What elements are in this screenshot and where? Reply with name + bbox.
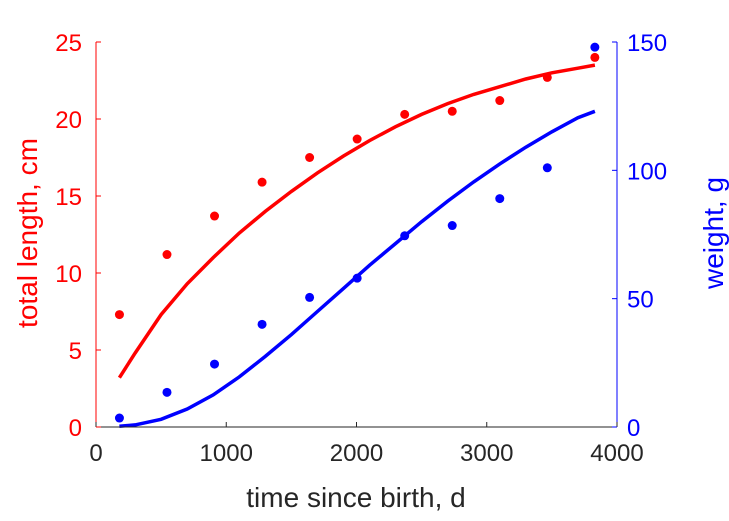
left-data-point [114, 310, 124, 320]
right-data-point [114, 413, 124, 423]
left-y-tick-label: 20 [55, 107, 82, 134]
left-fit-curve [117, 63, 596, 379]
right-data-point [542, 163, 552, 173]
left-y-tick-label: 0 [69, 415, 82, 442]
left-data-point [495, 96, 505, 106]
x-tick-label: 3000 [460, 440, 513, 467]
left-data-point [447, 106, 457, 116]
x-tick-label: 4000 [590, 440, 643, 467]
x-tick-label: 2000 [330, 440, 383, 467]
right-data-point [257, 319, 267, 329]
right-data-point [162, 387, 172, 397]
left-y-tick-label: 25 [55, 30, 82, 57]
left-y-tick-label: 15 [55, 184, 82, 211]
left-data-point [162, 250, 172, 260]
x-tick-label: 1000 [200, 440, 253, 467]
right-y-tick-label: 50 [627, 287, 654, 314]
left-y-tick-label: 5 [69, 338, 82, 365]
right-data-point [400, 231, 410, 241]
right-data-point [352, 273, 362, 283]
right-data-point [495, 194, 505, 204]
right-y-tick-label: 100 [627, 158, 667, 185]
plot-area [114, 42, 600, 428]
right-data-point [590, 42, 600, 52]
right-y-tick-label: 150 [627, 30, 667, 57]
x-tick-label: 0 [89, 440, 102, 467]
left-data-point [210, 211, 220, 221]
left-y-tick-label: 10 [55, 261, 82, 288]
right-data-point [210, 359, 220, 369]
left-data-point [305, 153, 315, 162]
right-data-point [447, 221, 457, 231]
left-data-point [257, 177, 267, 187]
right-data-point [305, 292, 315, 302]
left-data-point [542, 72, 552, 82]
x-axis-title: time since birth, d [246, 482, 465, 513]
left-data-point [352, 134, 362, 144]
left-data-point [590, 52, 600, 62]
right-y-axis-title: weight, g [698, 177, 729, 290]
right-fit-curve [119, 109, 596, 428]
right-y-tick-label: 0 [627, 415, 640, 442]
axes [95, 41, 618, 428]
left-data-point [400, 109, 410, 119]
left-y-axis-title: total length, cm [12, 138, 43, 328]
